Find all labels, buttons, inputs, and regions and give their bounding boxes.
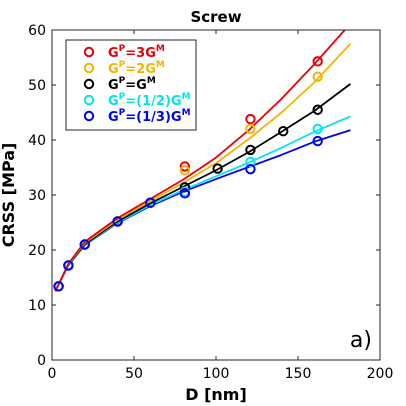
data-point <box>179 161 191 172</box>
y-tick-label: 0 <box>37 353 46 369</box>
legend-label-superscript: P <box>119 76 126 86</box>
legend-label-superscript: M <box>156 60 165 70</box>
legend-label-superscript: P <box>119 60 126 70</box>
data-point <box>312 104 323 115</box>
legend-marker <box>83 62 95 74</box>
legend-marker <box>83 78 95 90</box>
data-point <box>245 113 256 125</box>
data-point <box>145 197 156 208</box>
axes: 0 50 100 150 200 0 10 20 30 40 50 60 <box>28 23 393 382</box>
data-point <box>312 123 323 135</box>
x-axis-label: D [nm] <box>185 385 247 404</box>
legend-label-part: G <box>108 62 119 77</box>
legend-label: GP=GM <box>108 76 156 93</box>
legend-label-superscript: M <box>156 44 165 54</box>
data-point <box>278 126 289 137</box>
data-point <box>63 260 74 271</box>
legend-label-part: G <box>108 110 119 125</box>
legend-marker <box>83 94 95 106</box>
data-point <box>245 144 256 156</box>
legend-label-superscript: P <box>119 108 126 118</box>
legend-label-part: =G <box>125 78 147 93</box>
legend-label-part: G <box>108 94 119 109</box>
data-point <box>179 188 191 199</box>
data-point <box>245 123 256 135</box>
panel-label: a) <box>350 328 372 353</box>
y-tick-label: 50 <box>28 78 46 94</box>
legend-label-superscript: M <box>147 76 156 86</box>
legend-label: GP=(1/3)GM <box>108 108 191 125</box>
series-line <box>54 129 351 292</box>
y-axis-label: CRSS [MPa] <box>0 143 18 248</box>
y-tick-label: 60 <box>28 23 46 39</box>
legend-label-part: G <box>108 78 119 93</box>
legend-label-part: =3G <box>125 46 156 61</box>
data-point <box>312 71 323 82</box>
legend-label: GP=2GM <box>108 60 165 77</box>
legend-marker <box>83 110 95 122</box>
data-point <box>245 156 256 168</box>
legend-label-part: =(1/3)G <box>125 110 181 125</box>
data-point <box>79 239 91 250</box>
legend-label-superscript: P <box>119 92 126 102</box>
x-tick-label: 100 <box>203 366 230 382</box>
legend-box <box>65 39 197 131</box>
x-tick-label: 0 <box>48 366 57 382</box>
x-tick-label: 150 <box>285 366 312 382</box>
x-tick-label: 200 <box>367 366 394 382</box>
legend-marker <box>83 46 95 58</box>
legend-label-part: =2G <box>125 62 156 77</box>
legend-label: GP=3GM <box>108 44 165 61</box>
legend-label-part: =(1/2)G <box>125 94 181 109</box>
data-point <box>212 163 223 174</box>
legend-label-superscript: P <box>119 44 126 54</box>
plot-area <box>53 30 352 292</box>
y-tick-label: 10 <box>28 298 46 314</box>
y-tick-label: 30 <box>28 188 46 204</box>
legend-label: GP=(1/2)GM <box>108 92 191 109</box>
data-point <box>312 135 323 147</box>
data-point <box>312 56 323 67</box>
data-point <box>112 216 123 227</box>
data-point <box>179 165 191 176</box>
data-point <box>179 182 191 193</box>
series-line <box>54 115 351 292</box>
y-tick-label: 20 <box>28 243 46 259</box>
y-tick-label: 40 <box>28 133 46 149</box>
legend-label-part: G <box>108 46 119 61</box>
legend-label-superscript: M <box>182 92 191 102</box>
chart-title: Screw <box>190 8 241 26</box>
legend-label-superscript: M <box>182 108 191 118</box>
data-point <box>245 163 256 175</box>
curves <box>54 30 352 292</box>
series-line <box>54 30 346 292</box>
x-tick-label: 50 <box>125 366 143 382</box>
data-point <box>53 281 64 292</box>
